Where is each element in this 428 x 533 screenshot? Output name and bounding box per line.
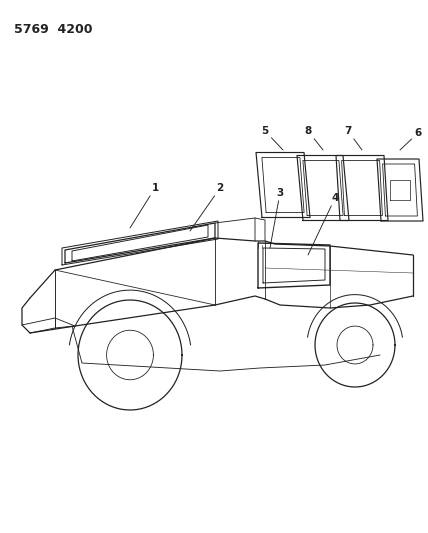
Text: 4: 4 [308, 193, 339, 255]
Text: 7: 7 [344, 126, 362, 150]
Text: 2: 2 [190, 183, 223, 231]
Text: 5769  4200: 5769 4200 [14, 23, 92, 36]
Text: 3: 3 [270, 188, 284, 248]
Text: 1: 1 [130, 183, 159, 228]
Text: 5: 5 [262, 126, 283, 150]
Text: 8: 8 [304, 126, 323, 150]
Text: 6: 6 [400, 128, 422, 150]
